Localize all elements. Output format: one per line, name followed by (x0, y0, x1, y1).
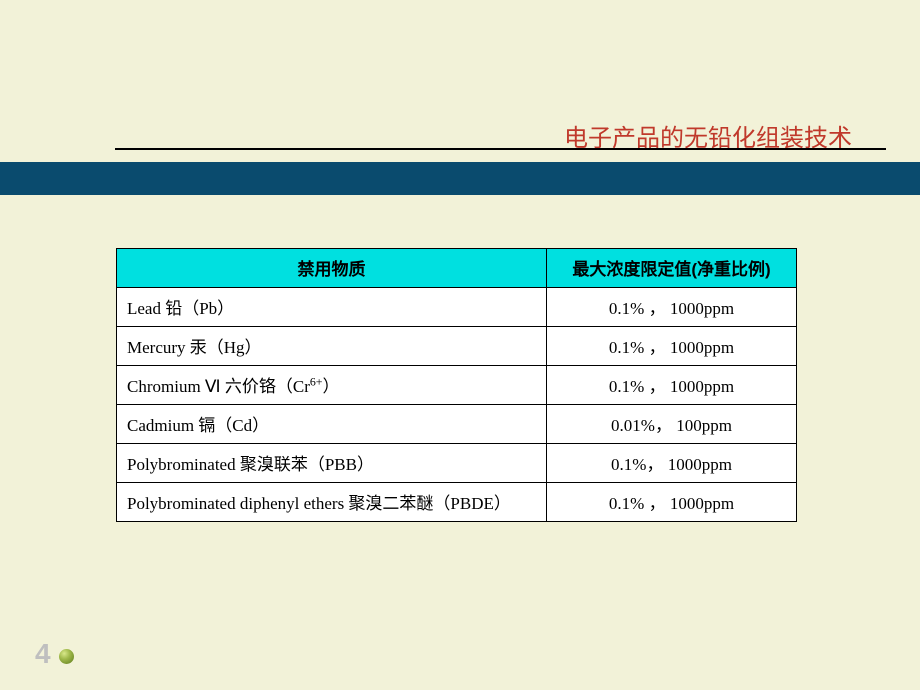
page-number: 4 (35, 638, 51, 670)
cell-limit: 0.1% ， 1000ppm (547, 366, 797, 405)
title-underline (115, 148, 886, 150)
cell-substance: Mercury 汞（Hg） (117, 327, 547, 366)
cell-limit: 0.1% ， 1000ppm (547, 327, 797, 366)
cell-substance: Polybrominated 聚溴联苯（PBB） (117, 444, 547, 483)
cell-substance: Cadmium 镉（Cd） (117, 405, 547, 444)
accent-bar (0, 162, 920, 195)
table-header-row: 禁用物质 最大浓度限定值(净重比例) (117, 249, 797, 288)
cell-substance: Polybrominated diphenyl ethers 聚溴二苯醚（PBD… (117, 483, 547, 522)
substances-table: 禁用物质 最大浓度限定值(净重比例) Lead 铅（Pb）0.1% ， 1000… (116, 248, 797, 522)
table-row: Lead 铅（Pb）0.1% ， 1000ppm (117, 288, 797, 327)
table-row: Polybrominated diphenyl ethers 聚溴二苯醚（PBD… (117, 483, 797, 522)
table-body: Lead 铅（Pb）0.1% ， 1000ppmMercury 汞（Hg）0.1… (117, 288, 797, 522)
cell-limit: 0.01%， 100ppm (547, 405, 797, 444)
table-row: Mercury 汞（Hg）0.1% ， 1000ppm (117, 327, 797, 366)
table-row: Cadmium 镉（Cd）0.01%， 100ppm (117, 405, 797, 444)
cell-limit: 0.1%， 1000ppm (547, 444, 797, 483)
cell-substance: Chromium Ⅵ 六价铬（Cr6+） (117, 366, 547, 405)
cell-substance: Lead 铅（Pb） (117, 288, 547, 327)
col-header-limit: 最大浓度限定值(净重比例) (547, 249, 797, 288)
cell-limit: 0.1% ， 1000ppm (547, 288, 797, 327)
cell-limit: 0.1% ， 1000ppm (547, 483, 797, 522)
bullet-decoration (59, 649, 74, 664)
table-row: Chromium Ⅵ 六价铬（Cr6+）0.1% ， 1000ppm (117, 366, 797, 405)
table-row: Polybrominated 聚溴联苯（PBB）0.1%， 1000ppm (117, 444, 797, 483)
col-header-substance: 禁用物质 (117, 249, 547, 288)
